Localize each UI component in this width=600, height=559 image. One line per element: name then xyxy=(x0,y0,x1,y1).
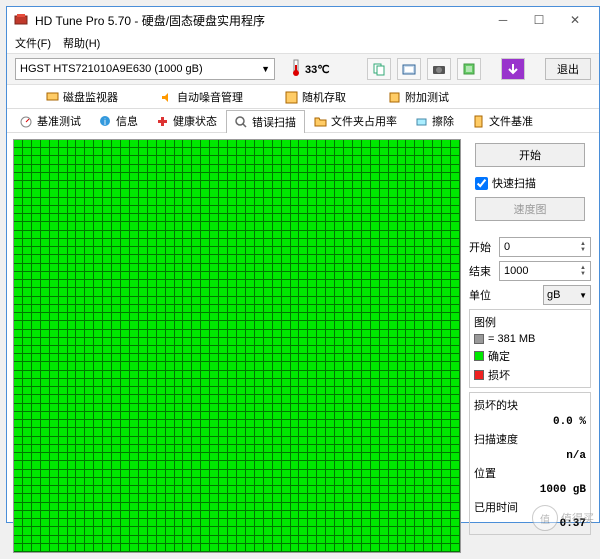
folder-icon xyxy=(314,115,327,128)
thermometer-icon xyxy=(291,59,301,80)
stat-speed: 扫描速度 xyxy=(474,431,586,447)
gauge-icon xyxy=(20,115,33,128)
stat-damaged-value: 0.0 % xyxy=(553,416,586,428)
stat-damaged: 损坏的块 xyxy=(474,397,586,413)
speed-map-button[interactable]: 速度图 xyxy=(475,197,585,221)
tab-info[interactable]: i信息 xyxy=(90,109,147,132)
stat-pos-value: 1000 gB xyxy=(540,484,586,496)
scan-grid xyxy=(13,139,461,553)
tab-row-1: 磁盘监视器 自动噪音管理 随机存取 附加测试 xyxy=(7,85,599,109)
file-icon xyxy=(472,115,485,128)
random-icon xyxy=(285,91,298,104)
tab-container: 磁盘监视器 自动噪音管理 随机存取 附加测试 基准测试 i信息 健康状态 错误扫… xyxy=(7,85,599,133)
chevron-down-icon: ▼ xyxy=(579,291,587,300)
menu-file[interactable]: 文件(F) xyxy=(15,35,51,51)
tab-file-bench[interactable]: 文件基准 xyxy=(463,109,542,132)
stat-pos: 位置 xyxy=(474,465,586,481)
app-icon xyxy=(13,12,29,28)
tab-erase[interactable]: 擦除 xyxy=(406,109,463,132)
search-icon xyxy=(235,116,248,129)
camera-button[interactable] xyxy=(427,58,451,80)
watermark-icon: 值 xyxy=(532,505,558,531)
chevron-down-icon: ▼ xyxy=(261,64,270,74)
temperature-value: 33℃ xyxy=(305,63,330,76)
exit-button[interactable]: 退出 xyxy=(545,58,591,80)
app-window: HD Tune Pro 5.70 - 硬盘/固态硬盘实用程序 ─ ☐ ✕ 文件(… xyxy=(6,6,600,523)
end-label: 结束 xyxy=(469,263,495,279)
green-square-icon xyxy=(474,351,484,361)
toolbar: HGST HTS721010A9E630 (1000 gB) ▼ 33℃ 退出 xyxy=(7,53,599,85)
menu-bar: 文件(F) 帮助(H) xyxy=(7,33,599,53)
speaker-icon xyxy=(160,91,173,104)
stat-speed-value: n/a xyxy=(566,450,586,462)
save-button[interactable] xyxy=(501,58,525,80)
unit-field: 单位 gB▼ xyxy=(469,285,591,305)
tab-disk-monitor[interactable]: 磁盘监视器 xyxy=(37,85,127,108)
legend-panel: 图例 = 381 MB 确定 损坏 xyxy=(469,309,591,388)
tab-row-2: 基准测试 i信息 健康状态 错误扫描 文件夹占用率 擦除 文件基准 xyxy=(7,109,599,133)
menu-help[interactable]: 帮助(H) xyxy=(63,35,100,51)
temperature-display: 33℃ xyxy=(291,59,330,80)
legend-bad: 损坏 xyxy=(474,367,586,383)
start-field: 开始 0▲▼ xyxy=(469,237,591,257)
minimize-button[interactable]: ─ xyxy=(485,9,521,31)
tab-extra-tests[interactable]: 附加测试 xyxy=(379,85,458,108)
quick-scan-row: 快速扫描 xyxy=(475,175,591,191)
legend-title: 图例 xyxy=(474,314,586,330)
erase-icon xyxy=(415,115,428,128)
tab-error-scan[interactable]: 错误扫描 xyxy=(226,110,305,133)
legend-block-size: = 381 MB xyxy=(474,333,586,345)
info-icon: i xyxy=(99,115,112,128)
spinner-icon[interactable]: ▲▼ xyxy=(580,265,586,277)
drive-label: HGST HTS721010A9E630 (1000 gB) xyxy=(20,63,203,75)
tab-folder-usage[interactable]: 文件夹占用率 xyxy=(305,109,406,132)
unit-select[interactable]: gB▼ xyxy=(543,285,591,305)
watermark-text: 值得买 xyxy=(561,510,594,526)
end-input[interactable]: 1000▲▼ xyxy=(499,261,591,281)
start-button[interactable]: 开始 xyxy=(475,143,585,167)
gray-square-icon xyxy=(474,334,484,344)
quick-scan-checkbox[interactable] xyxy=(475,177,488,190)
start-label: 开始 xyxy=(469,239,495,255)
tab-random-access[interactable]: 随机存取 xyxy=(276,85,355,108)
unit-label: 单位 xyxy=(469,287,495,303)
title-bar[interactable]: HD Tune Pro 5.70 - 硬盘/固态硬盘实用程序 ─ ☐ ✕ xyxy=(7,7,599,33)
drive-select[interactable]: HGST HTS721010A9E630 (1000 gB) ▼ xyxy=(15,58,275,80)
window-title: HD Tune Pro 5.70 - 硬盘/固态硬盘实用程序 xyxy=(35,12,265,29)
red-square-icon xyxy=(474,370,484,380)
monitor-icon xyxy=(46,91,59,104)
close-button[interactable]: ✕ xyxy=(557,9,593,31)
screenshot-button[interactable] xyxy=(397,58,421,80)
spinner-icon[interactable]: ▲▼ xyxy=(580,241,586,253)
copy-button[interactable] xyxy=(367,58,391,80)
maximize-button[interactable]: ☐ xyxy=(521,9,557,31)
tab-benchmark[interactable]: 基准测试 xyxy=(11,109,90,132)
extra-icon xyxy=(388,91,401,104)
tab-health[interactable]: 健康状态 xyxy=(147,109,226,132)
start-input[interactable]: 0▲▼ xyxy=(499,237,591,257)
settings-button[interactable] xyxy=(457,58,481,80)
watermark: 值 值得买 xyxy=(532,505,594,531)
svg-text:i: i xyxy=(104,117,106,127)
tab-auto-noise[interactable]: 自动噪音管理 xyxy=(151,85,252,108)
end-field: 结束 1000▲▼ xyxy=(469,261,591,281)
content-area: 开始 快速扫描 速度图 开始 0▲▼ 结束 1000▲▼ 单位 gB▼ 图例 xyxy=(7,133,599,559)
side-panel: 开始 快速扫描 速度图 开始 0▲▼ 结束 1000▲▼ 单位 gB▼ 图例 xyxy=(467,139,593,553)
quick-scan-label: 快速扫描 xyxy=(492,175,536,191)
legend-ok: 确定 xyxy=(474,348,586,364)
health-icon xyxy=(156,115,169,128)
